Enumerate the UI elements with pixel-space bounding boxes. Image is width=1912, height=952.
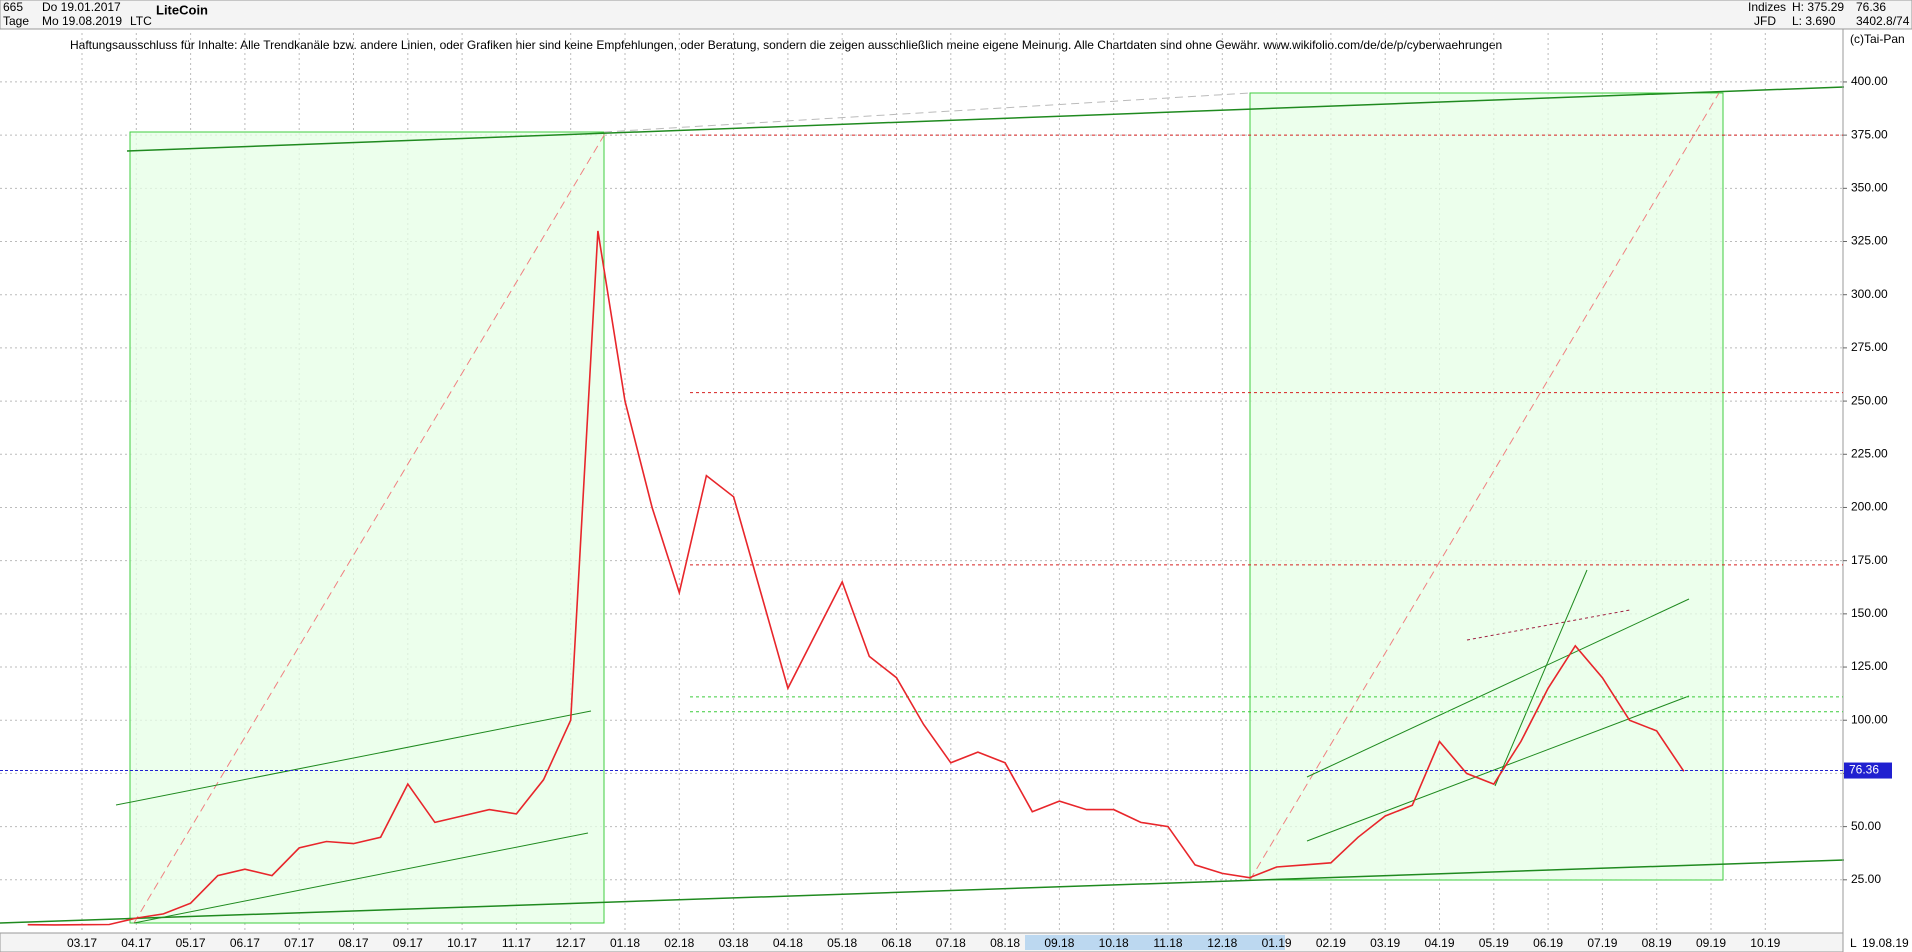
x-tick-label: 09.19	[1696, 936, 1726, 950]
y-tick-label: 275.00	[1851, 340, 1888, 354]
scroll-thumb[interactable]	[1025, 935, 1285, 950]
header-last: 76.36	[1856, 0, 1886, 14]
trendline	[1494, 569, 1588, 787]
x-tick-label: 05.18	[827, 936, 857, 950]
header-period: Tage	[3, 14, 29, 28]
x-tick-label: 01.18	[610, 936, 640, 950]
x-tick-label: 10.19	[1750, 936, 1780, 950]
x-tick-label: 03.17	[67, 936, 97, 950]
y-tick-label: 100.00	[1851, 712, 1888, 726]
x-tick-label: 04.19	[1424, 936, 1454, 950]
trendline	[126, 86, 1845, 152]
x-tick-label: 12.18	[1207, 936, 1237, 950]
trendline	[133, 832, 589, 924]
header-group: Indizes	[1748, 0, 1786, 14]
x-tick-label: 03.18	[719, 936, 749, 950]
x-tick-label: 11.18	[1153, 936, 1182, 950]
x-tick-label: 02.19	[1316, 936, 1346, 950]
y-tick-label: 225.00	[1851, 446, 1888, 460]
header-low: L: 3.690	[1792, 14, 1836, 28]
x-tick-label: 09.18	[1044, 936, 1074, 950]
header-end: Mo 19.08.2019	[42, 14, 122, 28]
price-line	[27, 230, 1685, 926]
diagonal	[1249, 92, 1720, 881]
x-tick-label: 10.18	[1099, 936, 1129, 950]
last-price-tag	[1844, 762, 1892, 779]
x-tick-label: 07.19	[1587, 936, 1617, 950]
projection	[603, 92, 1251, 133]
trendline	[0, 859, 1845, 924]
y-tick-label: 325.00	[1851, 234, 1888, 248]
copyright: (c)Tai-Pan	[1850, 32, 1905, 46]
scale-mode[interactable]: L	[1850, 936, 1857, 950]
x-tick-label: 01.19	[1262, 936, 1292, 950]
x-tick-label: 05.19	[1479, 936, 1509, 950]
x-tick-label: 07.17	[284, 936, 314, 950]
x-tick-label: 07.18	[936, 936, 966, 950]
y-tick-label: 175.00	[1851, 553, 1888, 567]
y-tick-label: 150.00	[1851, 606, 1888, 620]
x-tick-label: 02.18	[664, 936, 694, 950]
x-tick-label: 04.18	[773, 936, 803, 950]
box	[129, 131, 605, 924]
header-high: H: 375.29	[1792, 0, 1844, 14]
trendline	[1306, 598, 1690, 778]
x-tick-label: 08.19	[1642, 936, 1672, 950]
x-tick-label: 03.19	[1370, 936, 1400, 950]
x-tick-label: 05.17	[176, 936, 206, 950]
trendline	[1466, 609, 1631, 641]
y-tick-label: 300.00	[1851, 287, 1888, 301]
disclaimer: Haftungsausschluss für Inhalte: Alle Tre…	[70, 38, 1502, 52]
x-tick-label: 06.19	[1533, 936, 1563, 950]
y-tick-label: 400.00	[1851, 74, 1888, 88]
x-tick-label: 11.17	[502, 936, 531, 950]
x-tick-label: 10.17	[447, 936, 477, 950]
trendline	[1306, 695, 1690, 842]
header-start: Do 19.01.2017	[42, 0, 121, 14]
x-tick-label: 09.17	[393, 936, 423, 950]
x-tick-label: 08.18	[990, 936, 1020, 950]
last-date: 19.08.19	[1862, 936, 1909, 950]
y-tick-label: 125.00	[1851, 659, 1888, 673]
header-bar	[0, 0, 1912, 30]
y-tick-label: 50.00	[1851, 819, 1881, 833]
x-tick-label: 06.17	[230, 936, 260, 950]
box	[1249, 92, 1724, 881]
y-tick-label: 200.00	[1851, 500, 1888, 514]
trendline	[115, 710, 592, 806]
y-tick-label: 350.00	[1851, 180, 1888, 194]
x-axis-bar	[0, 932, 1844, 952]
last-price-label: 76.36	[1849, 763, 1879, 777]
y-tick-label: 25.00	[1851, 872, 1881, 886]
x-tick-label: 06.18	[881, 936, 911, 950]
x-tick-label: 04.17	[121, 936, 151, 950]
diagonal	[133, 131, 607, 924]
header-count: 665	[3, 0, 23, 14]
x-tick-label: 08.17	[338, 936, 368, 950]
x-tick-label: 12.17	[556, 936, 586, 950]
chart-title: LiteCoin	[156, 2, 208, 17]
header-source: JFD	[1754, 14, 1776, 28]
header-symbol: LTC	[130, 14, 152, 28]
y-tick-label: 250.00	[1851, 393, 1888, 407]
drawings	[0, 86, 1845, 924]
header-volume: 3402.8/74	[1856, 14, 1910, 28]
y-tick-label: 375.00	[1851, 127, 1888, 141]
